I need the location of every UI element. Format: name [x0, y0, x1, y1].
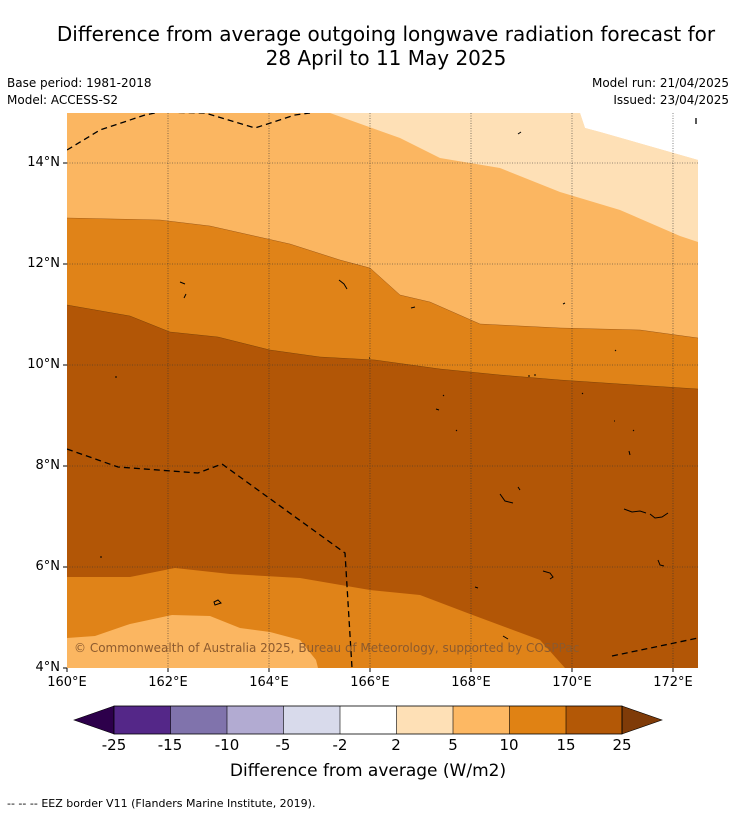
lon-tick-label: 170°E: [552, 675, 592, 690]
lon-tick-label: 172°E: [653, 675, 693, 690]
colorbar-tick-label: 15: [556, 736, 576, 754]
colorbar-bin: [283, 706, 340, 734]
colorbar-tick-label: 25: [612, 736, 632, 754]
colorbar-extend-low: [73, 705, 115, 735]
lon-tick-label: 164°E: [249, 675, 289, 690]
copyright-text: © Commonwealth of Australia 2025, Bureau…: [74, 641, 580, 655]
axis-ticks: [63, 162, 674, 672]
lat-tick-label: 6°N: [35, 559, 61, 574]
lat-tick-label: 14°N: [27, 155, 60, 170]
colorbar-bin: [453, 706, 510, 734]
colorbar-bin: [114, 706, 171, 734]
graticule: [67, 113, 698, 668]
colorbar-tick-label: -15: [157, 736, 183, 754]
colorbar: [73, 705, 663, 735]
meta-left: Base period: 1981-2018 Model: ACCESS-S2: [7, 75, 152, 109]
colorbar-bin: [227, 706, 284, 734]
islands: [100, 131, 669, 640]
eez-border: [67, 113, 698, 668]
issued-text: Issued: 23/04/2025: [613, 93, 729, 107]
lat-tick-label: 8°N: [35, 458, 61, 473]
base-period-text: Base period: 1981-2018: [7, 76, 152, 90]
colorbar-bin: [509, 706, 566, 734]
eez-legend-text: EEZ border V11 (Flanders Marine Institut…: [41, 797, 316, 810]
title-line-2: 28 April to 11 May 2025: [265, 46, 507, 70]
colorbar-extend-high: [621, 705, 663, 735]
eez-line-symbol: -- -- --: [7, 797, 38, 810]
anomaly-band-2-5-south: [67, 615, 318, 668]
colorbar-tick-label: -2: [332, 736, 348, 754]
colorbar-tick-label: -25: [101, 736, 127, 754]
map-title: Difference from average outgoing longwav…: [0, 22, 736, 70]
white-corner: [580, 113, 698, 160]
title-line-1: Difference from average outgoing longwav…: [56, 22, 716, 46]
colorbar-tick-label: -10: [214, 736, 240, 754]
colorbar-tick-label: -5: [275, 736, 291, 754]
colorbar-tick-label: 5: [448, 736, 458, 754]
colorbar-tick-label: 2: [391, 736, 401, 754]
colorbar-tick-label: 10: [499, 736, 519, 754]
lat-tick-label: 12°N: [27, 256, 60, 271]
eez-legend: -- -- -- EEZ border V11 (Flanders Marine…: [7, 797, 315, 810]
anomaly-band-neg2-2: [330, 113, 698, 242]
map-canvas: [63, 113, 698, 672]
model-run-text: Model run: 21/04/2025: [591, 76, 729, 90]
lon-tick-label: 168°E: [451, 675, 491, 690]
lon-tick-label: 166°E: [350, 675, 390, 690]
colorbar-bin: [566, 706, 622, 734]
colorbar-bin: [396, 706, 453, 734]
colorbar-bin: [170, 706, 227, 734]
lon-tick-label: 162°E: [148, 675, 188, 690]
lat-tick-label: 4°N: [35, 660, 61, 675]
meta-right: Model run: 21/04/2025 Issued: 23/04/2025: [592, 75, 729, 109]
colorbar-title: Difference from average (W/m2): [229, 761, 507, 781]
model-text: Model: ACCESS-S2: [7, 93, 119, 107]
lon-tick-label: 160°E: [47, 675, 87, 690]
colorbar-bin: [340, 706, 397, 734]
lat-tick-label: 10°N: [27, 357, 60, 372]
